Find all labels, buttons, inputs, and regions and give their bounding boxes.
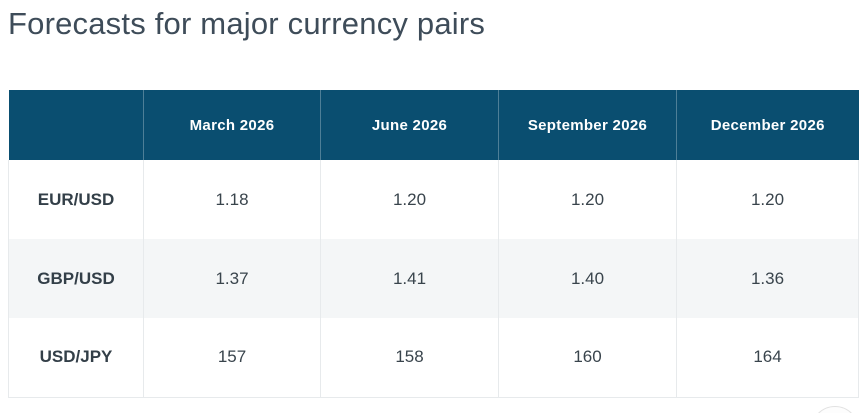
cell-gbpusd-march: 1.37 — [143, 239, 321, 318]
cell-usdjpy-september: 160 — [498, 318, 677, 398]
table-header: March 2026 June 2026 September 2026 Dece… — [8, 90, 859, 160]
table-body: EUR/USD 1.18 1.20 1.20 1.20 GBP/USD 1.37… — [8, 160, 859, 398]
header-cell-empty — [8, 90, 144, 160]
table-row-gbpusd: GBP/USD 1.37 1.41 1.40 1.36 — [8, 239, 859, 318]
header-cell-june-2026: June 2026 — [320, 90, 499, 160]
cell-gbpusd-december: 1.36 — [676, 239, 859, 318]
table-row-usdjpy: USD/JPY 157 158 160 164 — [8, 318, 859, 398]
cell-gbpusd-september: 1.40 — [498, 239, 677, 318]
cell-eurusd-december: 1.20 — [676, 160, 859, 239]
cell-gbpusd-june: 1.41 — [320, 239, 499, 318]
row-label-usdjpy: USD/JPY — [8, 318, 144, 398]
table-row-eurusd: EUR/USD 1.18 1.20 1.20 1.20 — [8, 160, 859, 239]
header-row: March 2026 June 2026 September 2026 Dece… — [8, 90, 859, 160]
cell-usdjpy-december: 164 — [676, 318, 859, 398]
header-cell-december-2026: December 2026 — [676, 90, 859, 160]
row-label-eurusd: EUR/USD — [8, 160, 144, 239]
row-label-gbpusd: GBP/USD — [8, 239, 144, 318]
cell-eurusd-september: 1.20 — [498, 160, 677, 239]
header-cell-march-2026: March 2026 — [143, 90, 321, 160]
cell-usdjpy-march: 157 — [143, 318, 321, 398]
currency-forecast-table: March 2026 June 2026 September 2026 Dece… — [8, 90, 859, 398]
page-title: Forecasts for major currency pairs — [8, 6, 486, 41]
scroll-top-button[interactable] — [811, 406, 859, 413]
cell-eurusd-march: 1.18 — [143, 160, 321, 239]
cell-eurusd-june: 1.20 — [320, 160, 499, 239]
cell-usdjpy-june: 158 — [320, 318, 499, 398]
header-cell-september-2026: September 2026 — [498, 90, 677, 160]
